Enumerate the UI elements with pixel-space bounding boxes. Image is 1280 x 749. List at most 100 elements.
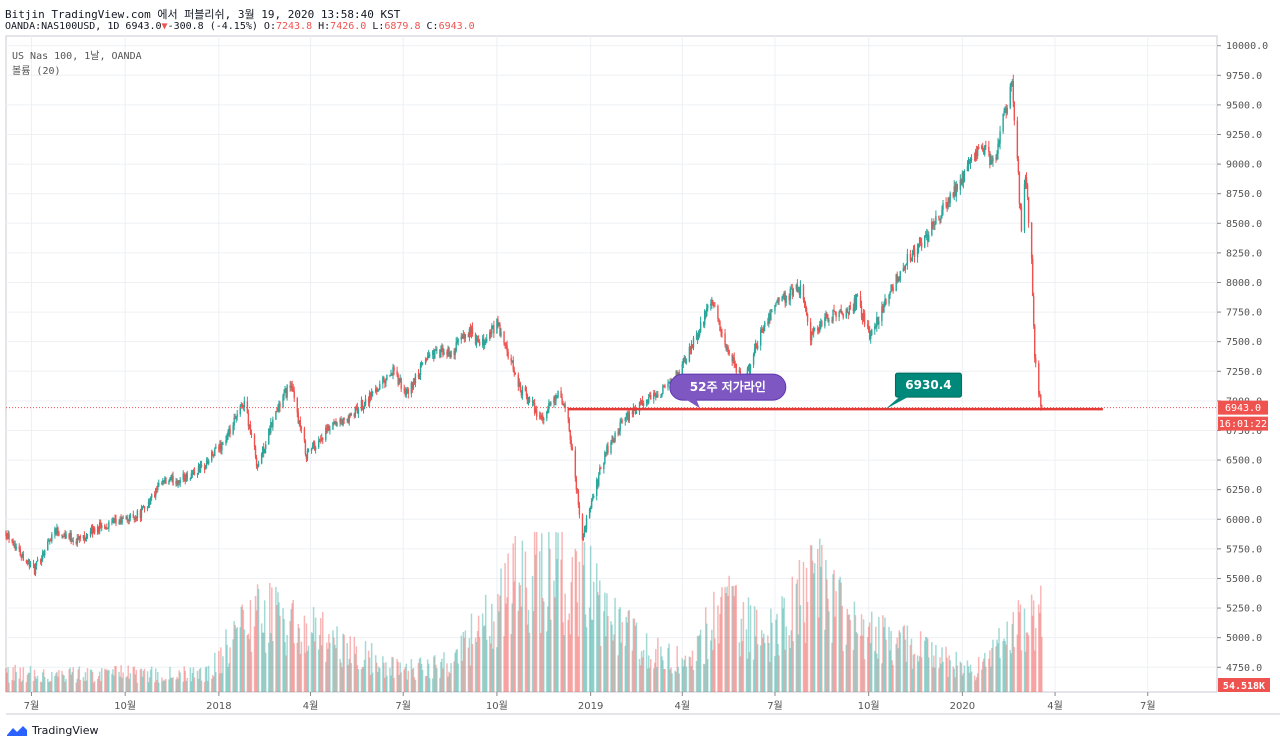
low-line-callout[interactable]: 52주 저가라인 bbox=[669, 373, 787, 409]
volume-bar bbox=[985, 666, 987, 692]
volume-bar bbox=[752, 659, 755, 692]
candle-body bbox=[613, 440, 615, 442]
volume-bar bbox=[383, 662, 385, 692]
candle-body bbox=[712, 300, 714, 306]
candle-body bbox=[656, 394, 658, 398]
candle-body bbox=[127, 519, 129, 521]
volume-bar bbox=[91, 671, 94, 692]
candle-body bbox=[607, 445, 609, 453]
volume-bar bbox=[763, 633, 765, 692]
candle-body bbox=[393, 367, 395, 371]
last-price-tag-text: 6943.0 bbox=[1225, 403, 1261, 414]
candle-body bbox=[312, 442, 315, 447]
candle-body bbox=[796, 284, 799, 292]
volume-bar bbox=[170, 677, 172, 692]
candle-body bbox=[531, 401, 534, 403]
volume-bar bbox=[649, 659, 652, 692]
candle-body bbox=[461, 336, 463, 339]
volume-bar bbox=[746, 658, 749, 692]
volume-bar bbox=[128, 678, 130, 692]
candle-body bbox=[441, 347, 443, 351]
candle-body bbox=[327, 425, 329, 431]
candle-body bbox=[543, 418, 545, 421]
volume-bar bbox=[1020, 650, 1023, 692]
volume-bar bbox=[812, 573, 815, 692]
volume-bar bbox=[548, 532, 550, 692]
candle-body bbox=[995, 157, 997, 159]
candle-body bbox=[404, 389, 406, 396]
candle-body bbox=[689, 347, 692, 350]
candle-body bbox=[876, 317, 878, 328]
volume-bar bbox=[1006, 621, 1008, 692]
volume-bar bbox=[677, 666, 679, 692]
candle-body bbox=[313, 442, 316, 451]
y-tick-label: 8750.0 bbox=[1226, 189, 1262, 200]
x-tick-label: 10월 bbox=[114, 700, 136, 712]
candle-body bbox=[1006, 107, 1008, 114]
candle-body bbox=[827, 318, 829, 321]
volume-bar bbox=[542, 597, 544, 692]
volume-bar bbox=[469, 665, 472, 692]
volume-bar bbox=[49, 681, 51, 692]
candle-body bbox=[339, 419, 341, 423]
candle-body bbox=[332, 422, 334, 430]
candle-body bbox=[107, 527, 109, 529]
candle-body bbox=[248, 424, 251, 427]
volume-bar bbox=[98, 671, 101, 692]
footer-brand[interactable]: TradingView bbox=[6, 724, 98, 737]
candle-body bbox=[621, 420, 623, 422]
volume-bar bbox=[732, 586, 734, 692]
volume-bar bbox=[326, 642, 328, 692]
candle-body bbox=[1017, 158, 1020, 173]
candle-body bbox=[505, 343, 507, 346]
candle-body bbox=[320, 439, 322, 441]
volume-bar bbox=[999, 657, 1001, 692]
candle-body bbox=[620, 420, 622, 423]
candle-body bbox=[242, 406, 245, 408]
level-callout[interactable]: 6930.4 bbox=[885, 372, 962, 410]
volume-bar bbox=[503, 636, 505, 692]
candle-body bbox=[653, 393, 655, 400]
candle-body bbox=[390, 373, 392, 375]
candle-body bbox=[726, 347, 728, 349]
volume-bar bbox=[456, 649, 458, 692]
volume-bar bbox=[119, 676, 121, 692]
volume-bar bbox=[424, 676, 427, 692]
candle-body bbox=[256, 466, 259, 468]
volume-bar bbox=[904, 639, 907, 692]
price-axis[interactable]: 10000.09750.09500.09250.09000.08750.0850… bbox=[1217, 41, 1268, 674]
time-axis[interactable]: 7월 10월 2018 4월 7월 10월 2019 4월 7월 10월 2020 4월 7월 bbox=[24, 692, 1156, 712]
candle-body bbox=[239, 406, 241, 415]
volume-bar bbox=[575, 551, 578, 692]
volume-bar bbox=[221, 673, 223, 692]
candle-body bbox=[254, 446, 257, 458]
volume-bar bbox=[791, 576, 794, 692]
candle-body bbox=[65, 534, 67, 539]
volume-bar bbox=[470, 613, 473, 692]
volume-bar bbox=[71, 671, 73, 692]
candle-body bbox=[942, 203, 944, 210]
volume-bar bbox=[300, 641, 303, 692]
volume-bar bbox=[99, 681, 102, 692]
volume-bar bbox=[134, 674, 137, 692]
candle-body bbox=[905, 264, 908, 266]
volume-bar bbox=[856, 633, 859, 692]
candle-body bbox=[974, 151, 977, 160]
candle-body bbox=[925, 235, 927, 237]
volume-bar bbox=[797, 634, 800, 692]
volume-bar bbox=[628, 609, 631, 692]
volume-bar bbox=[605, 636, 607, 692]
candle-body bbox=[129, 514, 131, 519]
volume-bar bbox=[810, 545, 813, 692]
volume-bar bbox=[564, 593, 566, 692]
candle-body bbox=[76, 537, 78, 544]
countdown-tag: 16:01:22 bbox=[1218, 416, 1268, 431]
volume-bar bbox=[735, 585, 738, 692]
volume-bar bbox=[531, 575, 534, 692]
candle-body bbox=[382, 377, 384, 384]
candle-body bbox=[1005, 108, 1007, 114]
candle-body bbox=[193, 471, 196, 474]
volume-bar bbox=[607, 615, 609, 692]
volume-bar bbox=[963, 665, 966, 692]
